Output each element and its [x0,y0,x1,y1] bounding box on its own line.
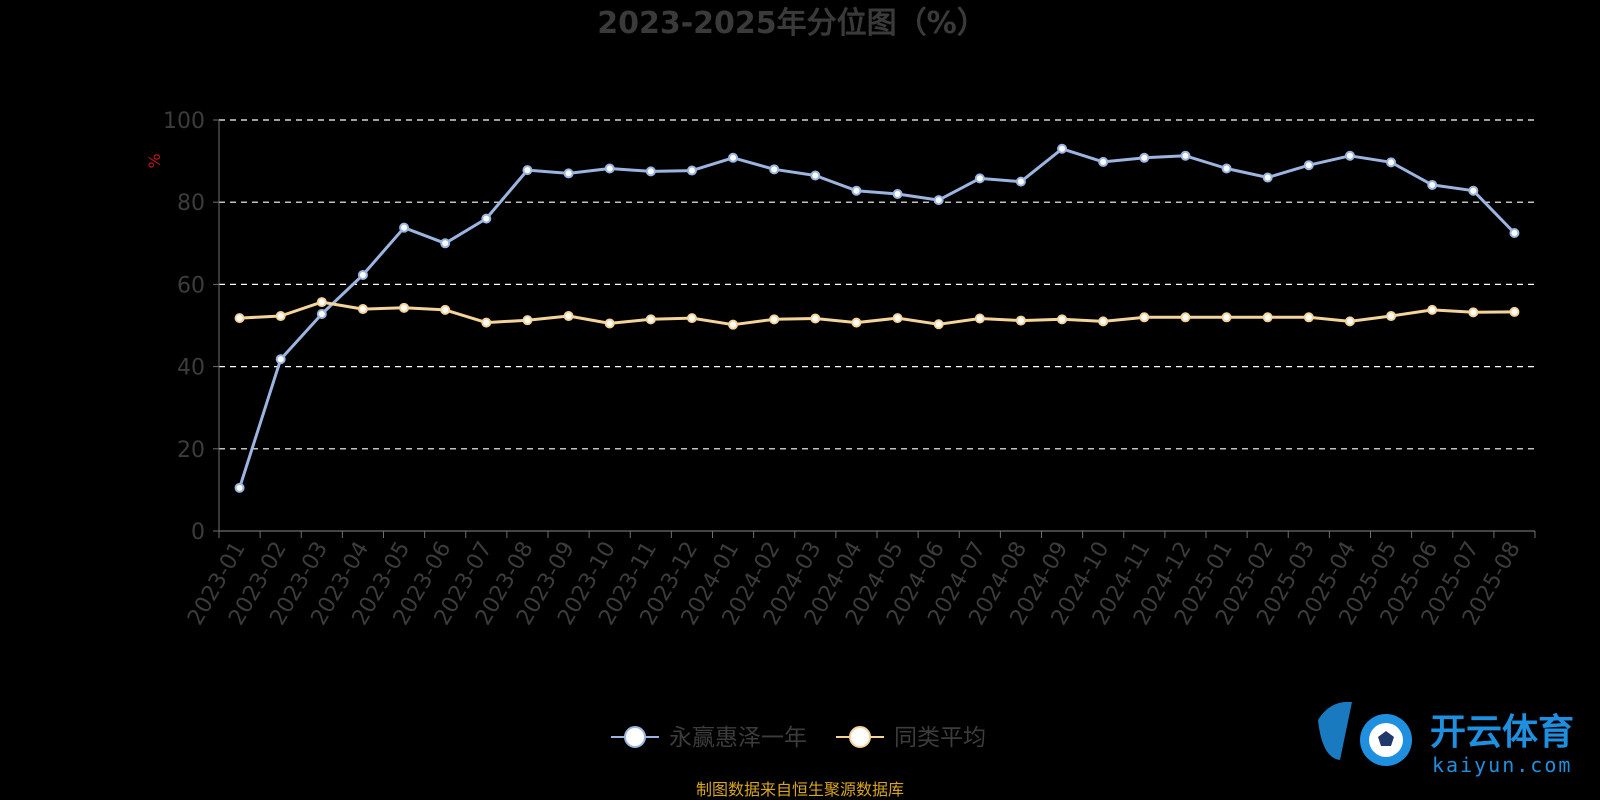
data-point[interactable] [974,173,985,184]
axes [213,119,1536,538]
series-line-1 [239,300,1515,327]
data-point[interactable] [1057,143,1068,154]
data-point[interactable] [851,317,862,328]
data-point[interactable] [1427,179,1438,190]
legend: 永赢惠泽一年 同类平均 [611,725,986,751]
y-tick-label: 20 [177,438,205,463]
data-point[interactable] [481,213,492,224]
data-point[interactable] [933,319,944,330]
data-point[interactable] [440,238,451,249]
data-point[interactable] [563,168,574,179]
y-tick-label: 0 [191,520,205,545]
data-point[interactable] [810,313,821,324]
data-point[interactable] [563,311,574,322]
data-point[interactable] [1509,228,1520,239]
data-point[interactable] [440,304,451,315]
data-point[interactable] [1344,150,1355,161]
data-point[interactable] [1427,304,1438,315]
legend-label-peer-average: 同类平均 [894,725,986,751]
data-point[interactable] [1180,312,1191,323]
series-0 [234,143,1520,493]
y-axis-label: % [145,153,164,168]
legend-marker-peer-average [849,726,871,748]
data-point[interactable] [357,269,368,280]
data-point[interactable] [234,313,245,324]
chart-title: 2023-2025年分位图（%） [597,6,987,41]
x-tick-labels: 2023-012023-022023-032023-042023-052023-… [183,538,1525,630]
data-point[interactable] [769,314,780,325]
data-point[interactable] [1098,316,1109,327]
watermark-domain: kaiyun.com [1432,753,1572,777]
data-point[interactable] [1468,307,1479,318]
watermark-logo: 开云体育 kaiyun.com [1318,701,1574,777]
data-point[interactable] [1262,172,1273,183]
data-point[interactable] [728,319,739,330]
data-point[interactable] [1262,312,1273,323]
data-point[interactable] [1057,314,1068,325]
data-point[interactable] [1015,176,1026,187]
gridlines [219,119,1535,450]
y-tick-labels: 0 20 40 60 80 100 [163,109,205,545]
data-point[interactable] [604,318,615,329]
source-note: 制图数据来自恒生聚源数据库 [696,780,904,799]
data-point[interactable] [481,317,492,328]
data-point[interactable] [522,315,533,326]
series [234,143,1520,493]
y-tick-label: 100 [163,109,205,134]
data-point[interactable] [851,185,862,196]
y-tick-label: 80 [177,191,205,216]
data-point[interactable] [1386,311,1397,322]
legend-item-fund[interactable]: 永赢惠泽一年 [611,725,807,751]
legend-marker-fund [624,726,646,748]
legend-label-fund: 永赢惠泽一年 [669,725,807,751]
data-point[interactable] [1098,156,1109,167]
series-line-0 [238,147,1516,489]
data-point[interactable] [399,302,410,313]
data-point[interactable] [933,195,944,206]
data-point[interactable] [686,313,697,324]
data-point[interactable] [357,304,368,315]
data-point[interactable] [399,222,410,233]
data-point[interactable] [1386,157,1397,168]
data-point[interactable] [1303,312,1314,323]
data-point[interactable] [275,354,286,365]
data-point[interactable] [1139,152,1150,163]
data-point[interactable] [316,297,327,308]
data-point[interactable] [316,308,327,319]
data-point[interactable] [1509,306,1520,317]
data-point[interactable] [892,188,903,199]
data-point[interactable] [892,313,903,324]
watermark-brand: 开云体育 [1430,712,1574,753]
data-point[interactable] [1221,312,1232,323]
data-point[interactable] [604,163,615,174]
data-point[interactable] [645,314,656,325]
data-point[interactable] [1139,312,1150,323]
data-point[interactable] [275,311,286,322]
y-tick-label: 40 [177,356,205,381]
data-point[interactable] [645,166,656,177]
data-point[interactable] [974,313,985,324]
data-point[interactable] [234,482,245,493]
data-point[interactable] [522,165,533,176]
y-tick-label: 60 [177,273,205,298]
data-point[interactable] [810,170,821,181]
data-point[interactable] [1015,315,1026,326]
data-point[interactable] [1221,163,1232,174]
data-point[interactable] [686,165,697,176]
legend-item-peer-average[interactable]: 同类平均 [836,725,986,751]
data-point[interactable] [1468,185,1479,196]
data-point[interactable] [769,164,780,175]
data-point[interactable] [1344,316,1355,327]
data-point[interactable] [1303,160,1314,171]
ball-logo-icon [1318,701,1412,766]
data-point[interactable] [728,152,739,163]
data-point[interactable] [1180,150,1191,161]
series-1 [234,297,1520,330]
